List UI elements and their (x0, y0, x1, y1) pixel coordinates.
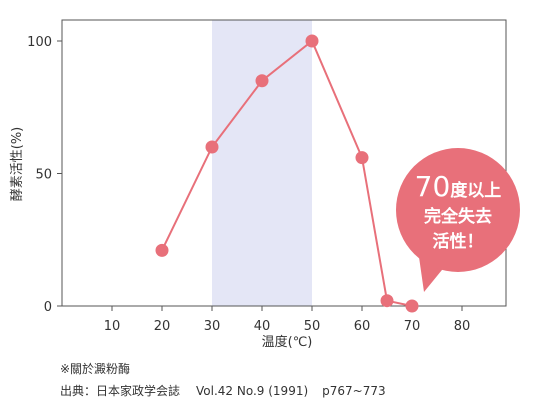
source-citation: 出典：日本家政学会誌 Vol.42 No.9 (1991) p767~773 (60, 382, 386, 399)
x-tick-label: 60 (354, 319, 371, 334)
y-axis-label: 酵素活性(%) (10, 127, 25, 202)
plot-frame (61, 19, 507, 307)
data-point (155, 243, 169, 257)
x-axis-ticks: 10 20 30 40 50 60 70 80 (104, 306, 471, 334)
y-tick-label: 100 (27, 35, 52, 50)
optimal-temperature-band (212, 20, 312, 306)
callout-line-3: 活性！ (433, 231, 484, 252)
callout-line-1: 70度以上 (415, 170, 502, 203)
enzyme-activity-chart: 0 50 100 10 20 30 40 50 60 70 80 酵素活性(%) 温度(℃) 70… (10, 19, 520, 350)
callout-bubble: 70度以上 完全失去 活性！ (396, 148, 520, 292)
y-tick-label: 0 (44, 300, 52, 315)
x-tick-label: 50 (304, 319, 321, 334)
x-tick-label: 40 (254, 319, 271, 334)
x-tick-label: 20 (154, 319, 171, 334)
x-axis-label: 温度(℃) (262, 334, 313, 350)
callout-circle (396, 148, 520, 272)
source-pages: p767~773 (322, 384, 386, 398)
amylase-note-text: ※關於澱粉酶 (60, 362, 131, 376)
data-point (380, 294, 394, 308)
data-point (355, 151, 369, 165)
callout-text-1: 度以上 (450, 180, 501, 201)
callout-line-2: 完全失去 (424, 206, 492, 227)
data-point (255, 74, 269, 88)
enzyme-activity-series (155, 34, 419, 313)
source-journal: 出典：日本家政学会誌 (60, 384, 181, 398)
x-tick-label: 30 (204, 319, 221, 334)
x-tick-label: 10 (104, 319, 121, 334)
data-point (405, 299, 419, 313)
data-point (305, 34, 319, 48)
data-point (205, 140, 219, 154)
source-volume: Vol.42 No.9 (1991) (196, 384, 309, 398)
x-tick-label: 80 (454, 319, 471, 334)
amylase-note: ※關於澱粉酶 (60, 360, 130, 377)
y-tick-label: 50 (35, 168, 52, 183)
y-axis-ticks: 0 50 100 (27, 35, 62, 315)
callout-number: 70 (415, 170, 451, 203)
x-tick-label: 70 (404, 319, 421, 334)
